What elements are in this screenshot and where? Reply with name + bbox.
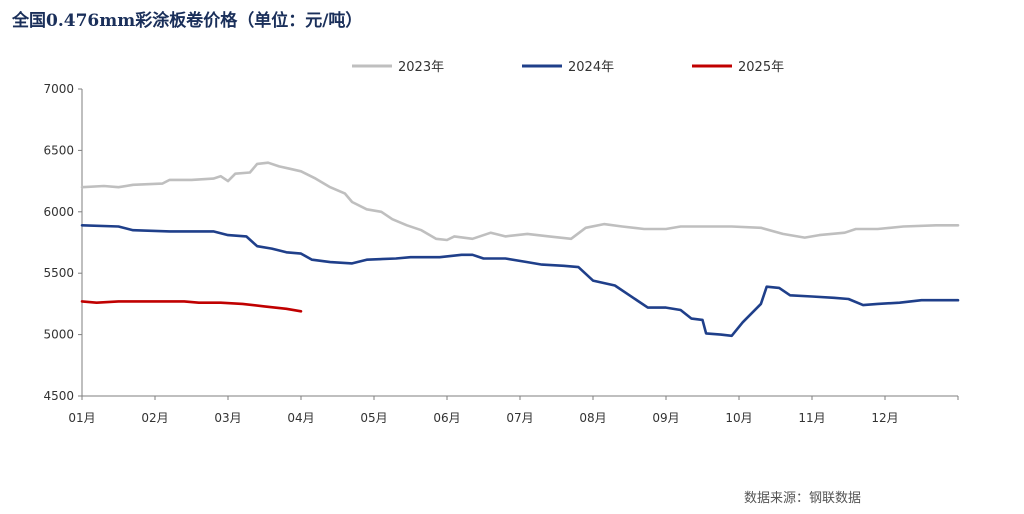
legend: 2023年 2024年 2025年 (352, 60, 784, 75)
y-tick-label: 5000 (43, 328, 74, 342)
legend-label: 2025年 (738, 60, 784, 75)
x-tick-label: 01月 (68, 411, 95, 425)
y-tick-label: 6000 (43, 205, 74, 219)
series-line-2025年 (80, 300, 303, 313)
series-line-2024年 (80, 224, 960, 338)
legend-label: 2023年 (398, 60, 444, 75)
x-tick-label: 10月 (725, 411, 752, 425)
series-line-2023年 (80, 161, 960, 242)
x-tick-label: 04月 (287, 411, 314, 425)
x-tick-label: 12月 (871, 411, 898, 425)
chart-title: 全国0.476mm彩涂板卷价格（单位：元/吨） (12, 11, 363, 31)
x-tick-label: 05月 (360, 411, 387, 425)
y-tick-label: 4500 (43, 389, 74, 403)
legend-label: 2024年 (568, 60, 614, 75)
x-tick-label: 02月 (141, 411, 168, 425)
axes: 4500 5000 5500 6000 6500 7000 01月 02月 03月 04月 05月 0… (43, 82, 959, 425)
y-tick-label: 5500 (43, 266, 74, 280)
x-tick-label: 06月 (433, 411, 460, 425)
source-note: 数据来源：钢联数据 (744, 491, 862, 506)
y-tick-label: 7000 (43, 82, 74, 96)
x-tick-label: 11月 (798, 411, 825, 425)
x-tick-label: 08月 (579, 411, 606, 425)
x-tick-label: 03月 (214, 411, 241, 425)
y-tick-label: 6500 (43, 143, 74, 157)
x-tick-label: 07月 (506, 411, 533, 425)
x-tick-label: 09月 (652, 411, 679, 425)
series-lines (80, 161, 960, 338)
